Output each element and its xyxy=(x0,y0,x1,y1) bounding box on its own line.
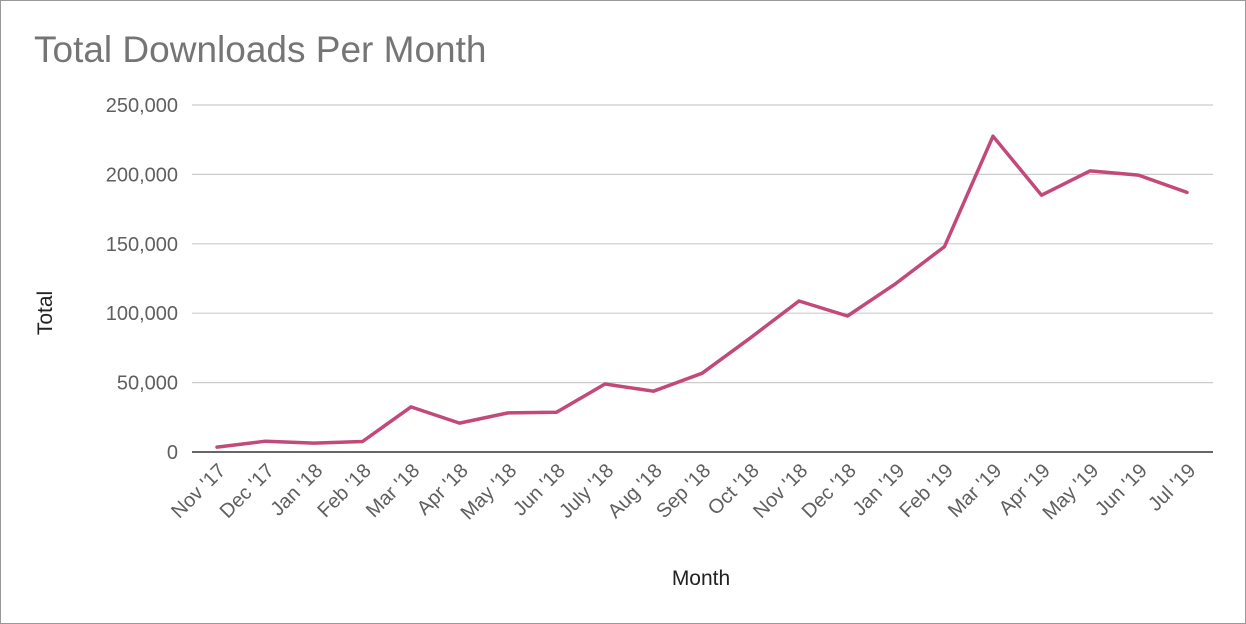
data-point xyxy=(215,445,219,449)
data-point xyxy=(1185,190,1189,194)
data-point xyxy=(264,439,268,443)
y-tick-label: 0 xyxy=(167,442,178,464)
data-point xyxy=(991,134,995,138)
x-tick-label: Mar '19 xyxy=(944,460,1006,522)
gridlines xyxy=(192,104,1213,453)
y-tick-label: 250,000 xyxy=(106,95,178,117)
y-tick-label: 200,000 xyxy=(106,164,178,186)
data-point xyxy=(894,281,898,285)
y-tick-label: 100,000 xyxy=(106,303,178,325)
x-tick-label: Sep '18 xyxy=(652,460,715,523)
data-point xyxy=(603,382,607,386)
y-axis-title: Total xyxy=(34,291,57,335)
data-point xyxy=(1088,169,1092,173)
x-tick-label: Feb '18 xyxy=(313,460,375,522)
data-point xyxy=(312,441,316,445)
data-point xyxy=(943,245,947,249)
data-point xyxy=(1137,173,1141,177)
chart-title: Total Downloads Per Month xyxy=(34,29,487,70)
y-axis-ticks: 0 50,000 100,000 150,000 200,000 250,000 xyxy=(106,95,178,464)
x-tick-label: Feb '19 xyxy=(895,460,957,522)
x-tick-label: Mar '18 xyxy=(362,460,424,522)
data-point xyxy=(555,410,559,414)
x-tick-label: Jun '19 xyxy=(1091,460,1152,521)
data-point xyxy=(458,421,462,425)
data-point xyxy=(506,411,510,415)
data-point xyxy=(1040,193,1044,197)
y-tick-label: 50,000 xyxy=(117,373,178,395)
x-tick-label: Jul '19 xyxy=(1144,460,1200,516)
data-point xyxy=(846,314,850,318)
data-point xyxy=(749,336,753,340)
data-point xyxy=(700,371,704,375)
data-point xyxy=(409,405,413,409)
y-tick-label: 150,000 xyxy=(106,234,178,256)
data-point xyxy=(797,299,801,303)
x-tick-label: Dec '17 xyxy=(216,460,279,523)
data-point xyxy=(652,389,656,393)
x-axis-title: Month xyxy=(672,567,730,590)
series-line xyxy=(215,134,1189,449)
x-tick-label: Dec '18 xyxy=(798,460,861,523)
series-layer xyxy=(215,134,1189,449)
data-point xyxy=(361,439,365,443)
